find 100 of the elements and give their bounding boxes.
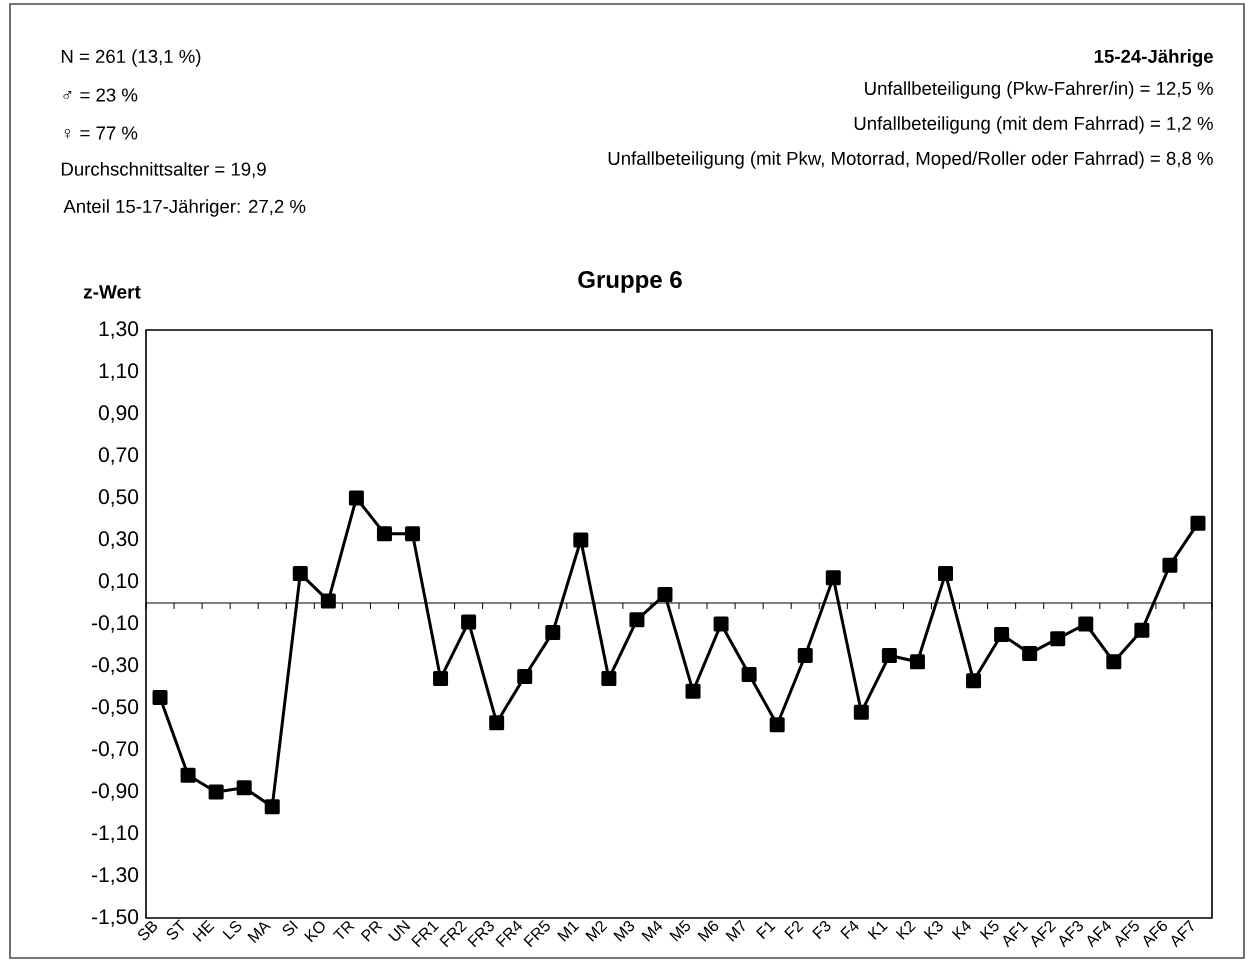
x-tick-label: AF1 (1003, 921, 1028, 948)
x-tick-label: AF4 (1087, 920, 1112, 948)
x-tick-label: AF2 (1031, 920, 1057, 948)
point (348, 490, 364, 506)
x-tick-label: K5 (979, 919, 999, 940)
y-tick-label: -1,30 (92, 867, 139, 885)
point (1134, 622, 1150, 638)
point (1190, 515, 1206, 531)
point (629, 612, 645, 628)
y-tick-label: -0,10 (92, 615, 139, 633)
x-tick-label: SB (138, 921, 157, 941)
x-tick-label: HE (192, 919, 215, 942)
x-tick-label: KO (304, 921, 325, 943)
x-tick-label: M6 (697, 920, 719, 942)
text: Unfallbeteiligung (Pkw-Fahrer/in) = 12,5 % (865, 81, 1213, 99)
y-tick-label: 0,10 (98, 573, 139, 591)
x-tick-label: K1 (867, 921, 888, 940)
point (405, 526, 420, 542)
point (573, 532, 589, 548)
x-tick-label: F1 (756, 921, 776, 940)
point (909, 654, 925, 670)
point (1106, 654, 1122, 670)
x-tick-label: LS (222, 920, 242, 940)
x-tick-label: ST (166, 919, 185, 940)
x-tick-label: PR (360, 921, 383, 942)
point (433, 671, 449, 687)
point (966, 673, 982, 689)
point (1078, 616, 1094, 632)
point (208, 784, 224, 800)
point (601, 671, 617, 687)
point (489, 715, 505, 731)
y-tick-label: -0,90 (92, 783, 139, 801)
y-tick-label: -1,10 (92, 825, 139, 843)
point (180, 767, 196, 783)
point (376, 526, 392, 542)
point (853, 704, 869, 720)
point (264, 799, 280, 815)
x-tick-label: FR4 (495, 920, 523, 948)
point (657, 587, 673, 603)
x-tick-label: M1 (557, 921, 580, 942)
point (938, 566, 953, 582)
y-tick-label: 0,90 (98, 405, 139, 423)
x-tick-label: M7 (725, 919, 745, 942)
point (292, 566, 308, 582)
point (517, 668, 533, 684)
text: Anteil 15-17-Jähriger: 27,2 % (63, 199, 306, 217)
y-tick-label: 0,50 (98, 489, 139, 507)
point (236, 780, 252, 796)
point (825, 570, 841, 586)
x-tick-label: AF3 (1059, 920, 1084, 948)
point (769, 717, 785, 733)
text: N = 261 (13,1 %) (61, 49, 201, 67)
point (1162, 557, 1178, 573)
point (545, 624, 561, 640)
point (320, 593, 336, 609)
x-tick-label: F2 (784, 920, 804, 940)
y-axis-title: z-Wert (83, 285, 141, 299)
point (881, 647, 897, 663)
y-tick-label: 0,30 (98, 531, 139, 549)
point (685, 683, 701, 699)
point (152, 689, 168, 705)
y-tick-label: 1,30 (99, 321, 139, 339)
x-tick-label: FR2 (439, 920, 467, 948)
text: ♀ = 77 % (64, 126, 138, 140)
x-tick-label: F3 (812, 920, 831, 940)
x-tick-label: K4 (951, 920, 972, 940)
x-tick-label: UN (388, 919, 411, 941)
x-tick-label: TR (332, 921, 355, 940)
y-tick-label: -0,70 (92, 741, 139, 759)
text: Durchschnittsalter = 19,9 (61, 162, 266, 178)
y-tick-label: 1,10 (99, 363, 139, 381)
y-tick-label: -0,50 (92, 699, 139, 717)
point (741, 666, 757, 682)
x-tick-label: FR1 (411, 921, 439, 948)
text: Unfallbeteiligung (mit dem Fahrrad) = 1,2 % (854, 116, 1213, 134)
point (1022, 645, 1038, 661)
x-tick-label: FR3 (467, 920, 494, 948)
y-tick-label: 0,70 (98, 447, 139, 465)
text: ♂ = 23 % (63, 88, 138, 102)
x-tick-label: M4 (641, 920, 663, 942)
x-tick-label: AF5 (1115, 919, 1139, 948)
x-tick-label: K2 (895, 920, 916, 940)
x-tick-label: FR5 (523, 919, 550, 948)
y-tick-label: -1,50 (92, 909, 139, 927)
x-tick-label: SI (282, 920, 299, 936)
x-tick-label: M5 (669, 919, 691, 942)
point (1050, 631, 1066, 647)
y-tick-label: -0,30 (92, 657, 139, 675)
x-tick-label: K3 (923, 920, 943, 940)
point (713, 616, 729, 632)
point (461, 614, 477, 630)
point (797, 647, 813, 663)
x-tick-label: M2 (585, 920, 608, 942)
text: 15-24-Jährige (1094, 49, 1213, 67)
x-tick-label: MA (247, 922, 272, 943)
text: Unfallbeteiligung (mit Pkw, Motorrad, Moped/Roller oder Fahrrad) = 8,8 % (608, 151, 1213, 169)
x-tick-label: M3 (613, 920, 635, 942)
chart-title: Gruppe 6 (578, 271, 682, 293)
point (994, 626, 1010, 642)
x-tick-label: F4 (840, 920, 859, 940)
